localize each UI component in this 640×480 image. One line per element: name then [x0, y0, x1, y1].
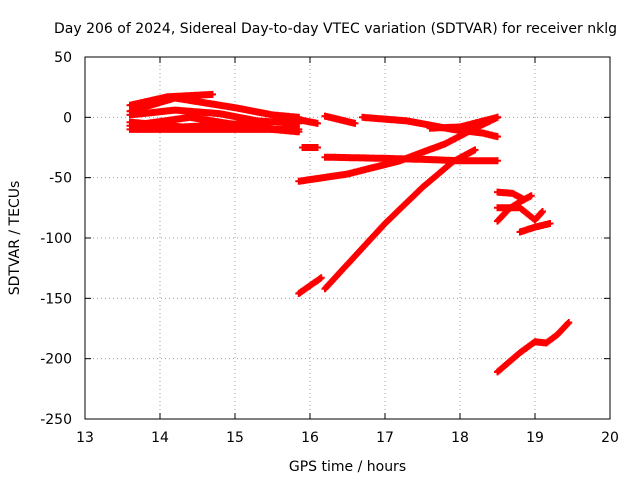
x-tick-label: 18 [451, 430, 469, 446]
plus-markers [126, 113, 303, 136]
plus-markers [321, 112, 359, 127]
data-segment [494, 192, 535, 225]
plus-markers [494, 192, 535, 225]
plus-markers [295, 116, 321, 127]
y-tick-label: -200 [40, 352, 72, 368]
x-tick-label: 15 [226, 430, 244, 446]
plus-markers [516, 220, 554, 236]
plus-markers [126, 94, 303, 121]
x-axis-label: GPS time / hours [289, 459, 406, 475]
x-tick-label: 14 [151, 430, 169, 446]
x-tick-label: 13 [76, 430, 94, 446]
data-segment [295, 274, 325, 297]
axis-ticks: 13 14 15 16 17 18 19 20 -250 -200 -150 -100 -50 0 50 [40, 50, 619, 446]
plus-markers [321, 146, 479, 293]
chart-title: Day 206 of 2024, Sidereal Day-to-day VTE… [54, 21, 617, 37]
data-series [126, 90, 573, 376]
data-segment [516, 220, 554, 236]
y-axis-label: SDTVAR / TECUs [7, 181, 23, 296]
data-segment [126, 94, 303, 121]
plus-markers [295, 274, 325, 297]
data-segment [295, 113, 501, 185]
data-segment [321, 146, 479, 293]
plus-markers [295, 113, 501, 185]
data-segment [299, 144, 321, 151]
plus-markers [494, 319, 573, 376]
data-segment [295, 116, 321, 127]
x-tick-label: 19 [526, 430, 544, 446]
y-tick-label: -150 [40, 291, 72, 307]
x-tick-label: 16 [301, 430, 319, 446]
y-tick-label: -100 [40, 231, 72, 247]
x-tick-label: 20 [601, 430, 619, 446]
y-tick-label: 0 [63, 110, 72, 126]
y-tick-label: -50 [49, 171, 72, 187]
plus-markers [299, 144, 321, 151]
x-tick-label: 17 [376, 430, 394, 446]
data-segment [494, 319, 573, 376]
data-segment [126, 113, 303, 136]
y-tick-label: 50 [54, 50, 72, 66]
data-segment [321, 112, 359, 127]
y-tick-label: -250 [40, 412, 72, 428]
